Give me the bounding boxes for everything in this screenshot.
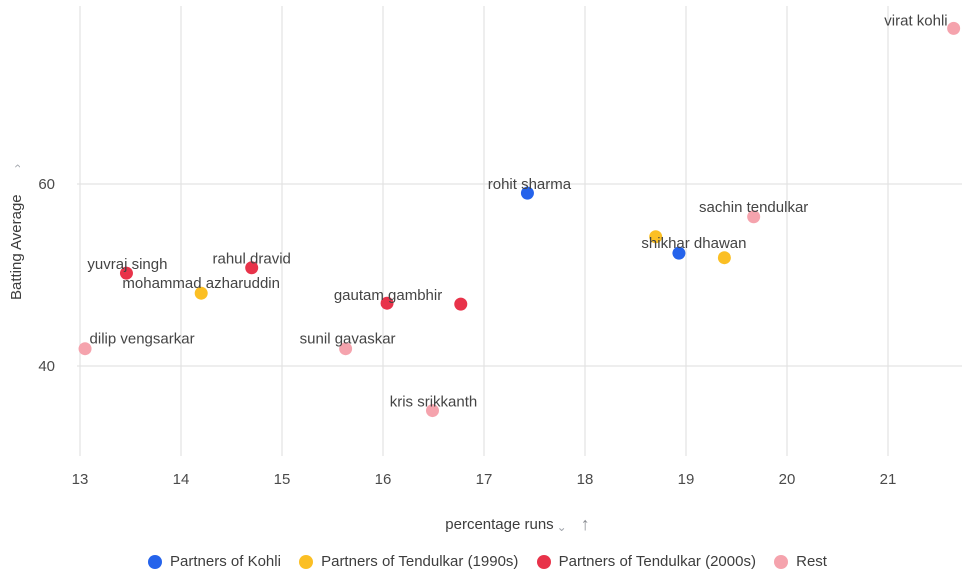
data-point[interactable] bbox=[520, 186, 534, 200]
x-axis-title[interactable]: percentage runs bbox=[445, 516, 554, 533]
x-axis-ticks: 13 14 15 16 17 18 19 20 21 bbox=[72, 471, 897, 488]
legend: Partners of Kohli Partners of Tendulkar … bbox=[0, 553, 975, 573]
x-tick-label: 19 bbox=[678, 471, 695, 488]
arrow-up-icon[interactable]: ↑ bbox=[580, 514, 590, 534]
legend-dot-icon bbox=[536, 554, 551, 569]
legend-item-partners-of-tendulkar-2000s[interactable]: Partners of Tendulkar (2000s) bbox=[536, 553, 756, 570]
data-point[interactable] bbox=[78, 342, 92, 356]
point-label: sunil gavaskar bbox=[300, 331, 396, 348]
chevron-right-icon[interactable]: › bbox=[10, 164, 24, 168]
x-tick-label: 17 bbox=[476, 471, 493, 488]
data-point[interactable] bbox=[717, 251, 731, 265]
legend-label: Rest bbox=[796, 553, 827, 570]
point-label: kris srikkanth bbox=[390, 394, 478, 411]
point-label: rohit sharma bbox=[488, 176, 572, 193]
legend-dot-icon bbox=[148, 554, 163, 569]
legend-item-rest[interactable]: Rest bbox=[774, 553, 827, 570]
legend-label: Partners of Kohli bbox=[170, 553, 281, 570]
legend-item-partners-of-kohli[interactable]: Partners of Kohli bbox=[148, 553, 281, 570]
x-axis-title-wrap: percentage runs ⌄ ↑ bbox=[0, 514, 975, 535]
grid-lines bbox=[77, 6, 962, 456]
x-tick-label: 15 bbox=[274, 471, 291, 488]
data-point[interactable] bbox=[380, 296, 394, 310]
point-label: mohammad azharuddin bbox=[122, 275, 280, 292]
y-tick-label: 60 bbox=[38, 176, 55, 193]
x-tick-label: 16 bbox=[375, 471, 392, 488]
point-label: rahul dravid bbox=[213, 251, 291, 268]
y-tick-label: 40 bbox=[38, 358, 55, 375]
y-axis-title[interactable]: Batting Average bbox=[8, 194, 25, 300]
point-label: shikhar dhawan bbox=[641, 235, 746, 252]
data-point[interactable] bbox=[194, 286, 208, 300]
data-point[interactable] bbox=[649, 230, 663, 244]
point-labels: rohit sharma shikhar dhawan mohammad azhar… bbox=[87, 12, 947, 410]
chevron-down-icon[interactable]: ⌄ bbox=[556, 519, 567, 534]
legend-dot-icon bbox=[774, 554, 789, 569]
point-label: yuvraj singh bbox=[87, 256, 167, 273]
point-label: sachin tendulkar bbox=[699, 199, 808, 216]
legend-item-partners-of-tendulkar-1990s[interactable]: Partners of Tendulkar (1990s) bbox=[299, 553, 518, 570]
x-tick-label: 20 bbox=[779, 471, 796, 488]
data-point[interactable] bbox=[425, 404, 439, 418]
point-label: gautam gambhir bbox=[334, 287, 442, 304]
x-tick-label: 14 bbox=[173, 471, 190, 488]
y-axis-ticks: 40 60 bbox=[38, 176, 55, 375]
data-point[interactable] bbox=[747, 210, 761, 224]
data-point[interactable] bbox=[454, 297, 468, 311]
x-tick-label: 18 bbox=[577, 471, 594, 488]
data-point[interactable] bbox=[245, 261, 259, 275]
data-points bbox=[78, 21, 961, 418]
data-point[interactable] bbox=[119, 266, 133, 280]
y-axis-title-wrap[interactable]: Batting Average › bbox=[6, 150, 26, 300]
data-point[interactable] bbox=[339, 342, 353, 356]
point-label: virat kohli bbox=[884, 12, 947, 29]
data-point[interactable] bbox=[672, 246, 686, 260]
legend-label: Partners of Tendulkar (2000s) bbox=[558, 553, 756, 570]
point-label: dilip vengsarkar bbox=[90, 331, 195, 348]
x-tick-label: 21 bbox=[880, 471, 897, 488]
x-tick-label: 13 bbox=[72, 471, 89, 488]
legend-label: Partners of Tendulkar (1990s) bbox=[321, 553, 519, 570]
data-point[interactable] bbox=[947, 21, 961, 35]
legend-dot-icon bbox=[299, 554, 314, 569]
